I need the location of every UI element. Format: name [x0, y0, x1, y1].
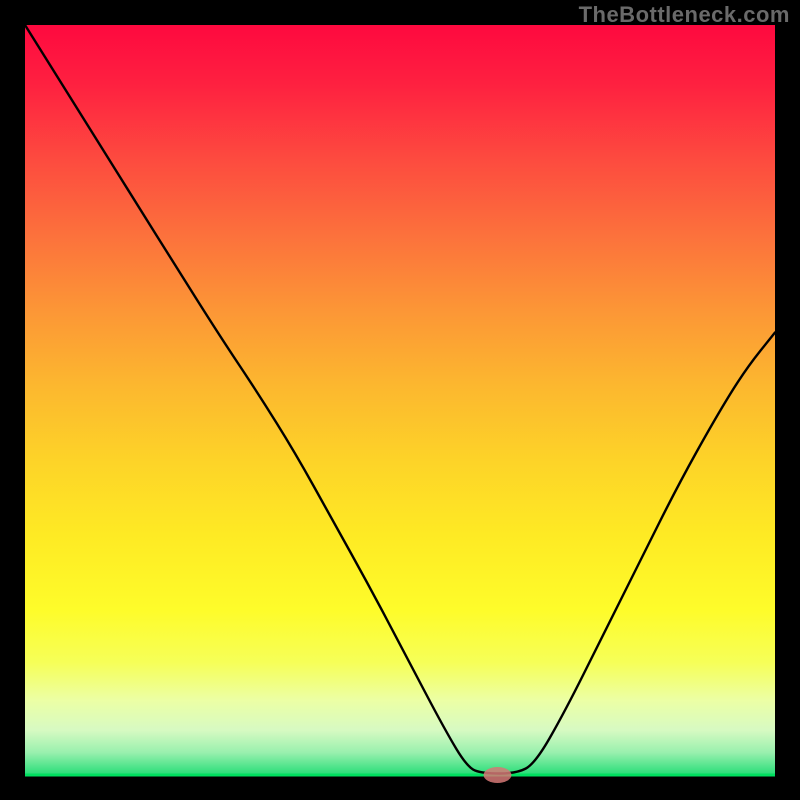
- minimum-marker: [484, 767, 512, 783]
- heatmap-background: [25, 25, 775, 775]
- bottleneck-chart: [0, 0, 800, 800]
- chart-frame: [0, 0, 800, 800]
- watermark-text: TheBottleneck.com: [579, 2, 790, 28]
